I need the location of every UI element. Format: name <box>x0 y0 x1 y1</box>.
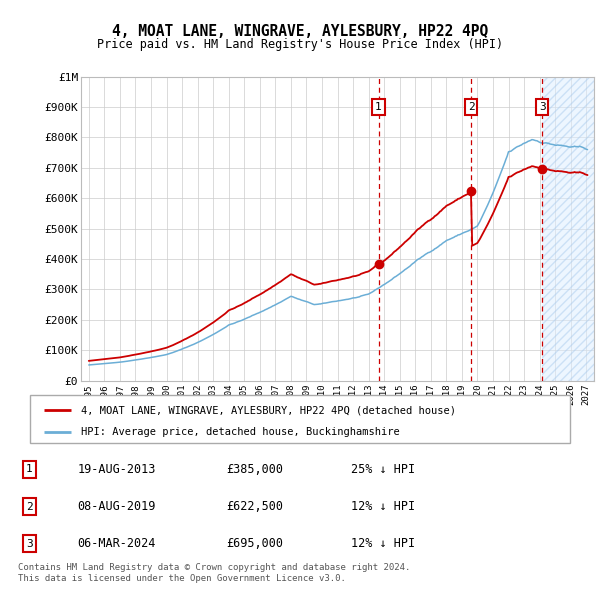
Text: 2: 2 <box>26 502 32 512</box>
Text: 3: 3 <box>26 539 32 549</box>
Text: £622,500: £622,500 <box>227 500 284 513</box>
Text: HPI: Average price, detached house, Buckinghamshire: HPI: Average price, detached house, Buck… <box>82 427 400 437</box>
Text: 4, MOAT LANE, WINGRAVE, AYLESBURY, HP22 4PQ: 4, MOAT LANE, WINGRAVE, AYLESBURY, HP22 … <box>112 24 488 38</box>
Text: 4, MOAT LANE, WINGRAVE, AYLESBURY, HP22 4PQ (detached house): 4, MOAT LANE, WINGRAVE, AYLESBURY, HP22 … <box>82 405 457 415</box>
Text: £385,000: £385,000 <box>227 463 284 476</box>
Text: Price paid vs. HM Land Registry's House Price Index (HPI): Price paid vs. HM Land Registry's House … <box>97 38 503 51</box>
Text: Contains HM Land Registry data © Crown copyright and database right 2024.
This d: Contains HM Land Registry data © Crown c… <box>18 563 410 583</box>
Bar <box>542 77 600 381</box>
Text: 25% ↓ HPI: 25% ↓ HPI <box>351 463 415 476</box>
Text: £695,000: £695,000 <box>227 537 284 550</box>
Text: 2: 2 <box>468 102 475 112</box>
Text: 19-AUG-2013: 19-AUG-2013 <box>77 463 155 476</box>
Text: 1: 1 <box>375 102 382 112</box>
Text: 1: 1 <box>26 464 32 474</box>
Text: 3: 3 <box>539 102 545 112</box>
Text: 12% ↓ HPI: 12% ↓ HPI <box>351 500 415 513</box>
Text: 12% ↓ HPI: 12% ↓ HPI <box>351 537 415 550</box>
Text: 08-AUG-2019: 08-AUG-2019 <box>77 500 155 513</box>
Text: 06-MAR-2024: 06-MAR-2024 <box>77 537 155 550</box>
